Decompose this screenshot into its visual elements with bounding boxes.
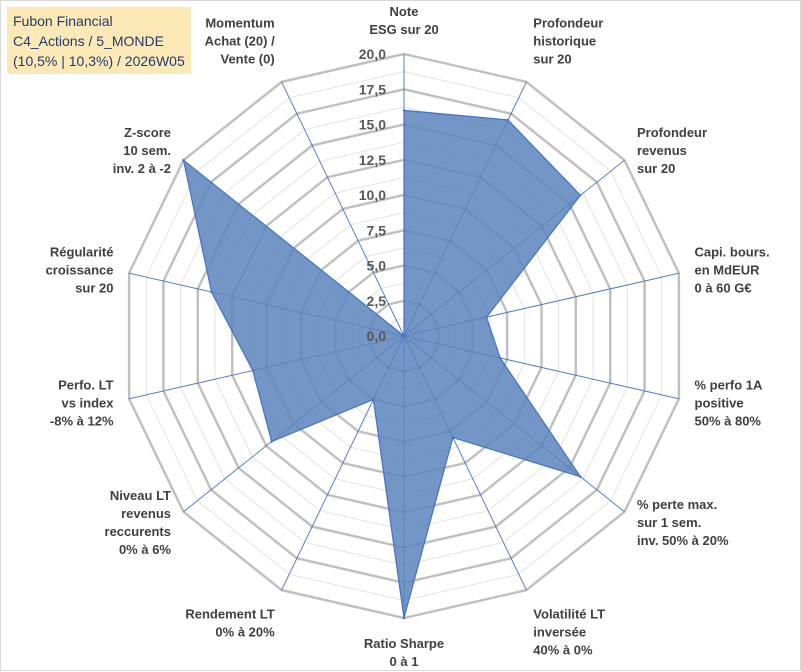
tick-label: 5,0: [367, 258, 387, 274]
data-point: [251, 369, 254, 372]
axis-label-line: Régularité: [50, 245, 114, 260]
axis-labels: Note ESG sur 20 Profondeur historique sur 20…: [46, 4, 770, 669]
axis-label-4: % perfo 1A positive 50% à 80%: [695, 377, 764, 428]
axis-label-line: Capi. bours.: [695, 245, 770, 260]
data-point: [270, 440, 273, 443]
axis-label-line: ESG sur 20: [369, 22, 438, 37]
spoke-line: [281, 81, 405, 337]
axis-label-line: sur 20: [637, 161, 675, 176]
axis-label-line: 0% à 20%: [215, 625, 275, 640]
axis-label-13: Momentum Achat (20) / Vente (0): [205, 16, 275, 67]
axis-label-line: 40% à 0%: [533, 643, 593, 658]
chart-title-line-3: (10,5% | 10,3%) / 2026W05: [13, 53, 185, 69]
data-point: [451, 436, 455, 439]
axis-label-line: Note: [390, 4, 419, 19]
axis-label-line: -8% à 12%: [50, 413, 114, 428]
data-point: [402, 334, 406, 338]
tick-label: 15,0: [359, 117, 386, 133]
axis-label-line: Profondeur: [637, 125, 707, 140]
axis-label-line: positive: [695, 395, 744, 410]
axis-label-line: reccurents: [105, 524, 171, 539]
axis-label-line: vs index: [61, 395, 114, 410]
axis-label-line: Z-score: [124, 125, 171, 140]
axis-label-10: Perfo. LT vs index -8% à 12%: [50, 377, 114, 428]
data-point: [182, 159, 185, 162]
axis-label-12: Z-score 10 sem. inv. 2 à -2: [113, 125, 171, 176]
axis-label-line: historique: [533, 34, 596, 49]
axis-label-line: sur 20: [75, 281, 113, 296]
data-point: [402, 616, 406, 620]
axis-label-line: inv. 50% à 20%: [637, 533, 729, 548]
axis-label-line: 0% à 6%: [119, 542, 171, 557]
radial-tick-labels: 0,0 2,5 5,0 7,5 10,0 12,5 15,0 17,5 20,0: [359, 46, 386, 344]
axis-label-line: sur 20: [533, 52, 571, 67]
tick-label: 7,5: [367, 222, 387, 238]
axis-label-8: Rendement LT 0% à 20%: [185, 607, 275, 640]
axis-label-line: Ratio Sharpe: [364, 636, 444, 651]
axis-label-3: Capi. bours. en MdEUR 0 à 60 G€: [695, 245, 770, 296]
axis-label-line: inversée: [533, 625, 586, 640]
data-point: [485, 316, 488, 319]
axis-label-11: Régularité croissance sur 20: [46, 245, 114, 296]
axis-label-line: Rendement LT: [185, 607, 274, 622]
data-point: [579, 475, 582, 478]
axis-label-line: 50% à 80%: [695, 413, 762, 428]
tick-label: 17,5: [359, 81, 386, 97]
axis-label-line: Perfo. LT: [58, 377, 113, 392]
axis-label-line: revenus: [121, 506, 171, 521]
axis-label-line: Profondeur: [533, 16, 603, 31]
axis-label-line: revenus: [637, 143, 687, 158]
tick-label: 10,0: [359, 187, 386, 203]
data-point: [210, 290, 213, 294]
tick-label: 0,0: [367, 328, 387, 344]
axis-label-line: Achat (20) /: [205, 34, 275, 49]
axis-label-5: % perte max. sur 1 sem. inv. 50% à 20%: [637, 497, 729, 548]
axis-label-0: Note ESG sur 20: [369, 4, 438, 37]
data-point: [402, 109, 406, 112]
axis-label-line: 0 à 1: [390, 654, 419, 669]
axis-label-line: Niveau LT: [110, 488, 171, 503]
axis-label-6: Volatilité LT inversée 40% à 0%: [533, 607, 605, 658]
radar-series: [182, 109, 582, 620]
axis-label-line: croissance: [46, 263, 114, 278]
data-point: [372, 398, 375, 401]
tick-label: 2,5: [367, 293, 387, 309]
axis-label-line: 10 sem.: [123, 143, 171, 158]
chart-title-line-1: Fubon Financial: [13, 13, 113, 29]
axis-label-line: % perte max.: [637, 497, 717, 512]
axis-label-line: sur 1 sem.: [637, 515, 701, 530]
chart-title-line-2: C4_Actions / 5_MONDE: [13, 33, 164, 49]
axis-label-line: en MdEUR: [695, 263, 761, 278]
axis-label-7: Ratio Sharpe 0 à 1: [364, 636, 444, 669]
axis-label-9: Niveau LT revenus reccurents 0% à 6%: [105, 488, 172, 557]
chart-title-box: Fubon Financial C4_Actions / 5_MONDE (10…: [7, 7, 191, 74]
data-point: [506, 118, 510, 122]
axis-label-line: 0 à 60 G€: [695, 281, 752, 296]
axis-label-2: Profondeur revenus sur 20: [637, 125, 707, 176]
axis-label-line: inv. 2 à -2: [113, 161, 171, 176]
axis-label-line: Volatilité LT: [533, 607, 605, 622]
data-point: [579, 194, 582, 197]
axis-label-line: Vente (0): [221, 52, 275, 67]
axis-label-1: Profondeur historique sur 20: [533, 16, 603, 67]
axis-label-line: Momentum: [205, 16, 274, 31]
tick-label: 12,5: [359, 152, 386, 168]
data-point: [499, 356, 502, 360]
tick-label: 20,0: [359, 46, 386, 62]
axis-label-line: % perfo 1A: [695, 377, 764, 392]
